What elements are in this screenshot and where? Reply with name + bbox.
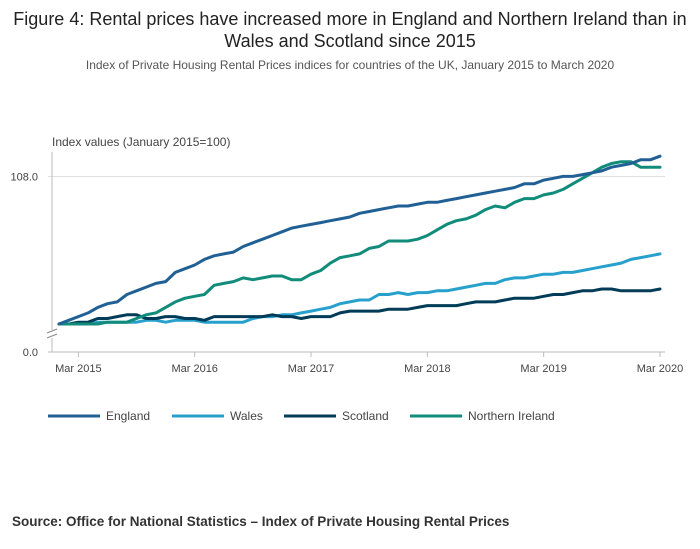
legend-label: Scotland (342, 409, 389, 423)
x-tick-label: Mar 2018 (404, 363, 450, 375)
axis-break-mark (46, 328, 58, 334)
x-tick-label: Mar 2017 (288, 363, 334, 375)
x-tick-label: Mar 2016 (171, 363, 217, 375)
legend-label: Northern Ireland (468, 409, 555, 423)
x-tick-label: Mar 2015 (55, 363, 101, 375)
chart-subtitle: Index of Private Housing Rental Prices i… (85, 58, 615, 72)
legend-label: Wales (230, 409, 263, 423)
y-axis-label: Index values (January 2015=100) (52, 135, 230, 149)
series-line-england (57, 154, 662, 326)
series-line-scotland (57, 287, 662, 326)
y-tick-label: 0.0 (23, 347, 38, 359)
legend-label: England (106, 409, 150, 423)
series-line-northern-ireland (57, 160, 662, 326)
x-tick-label: Mar 2019 (520, 363, 566, 375)
axis-break-mark (46, 333, 58, 339)
x-tick-label: Mar 2020 (637, 363, 683, 375)
axis-break-mask (46, 330, 58, 338)
chart-title: Figure 4: Rental prices have increased m… (13, 9, 687, 51)
source-note: Source: Office for National Statistics –… (12, 514, 510, 529)
series-line-wales (57, 252, 662, 326)
y-tick-label: 108.0 (10, 171, 38, 183)
